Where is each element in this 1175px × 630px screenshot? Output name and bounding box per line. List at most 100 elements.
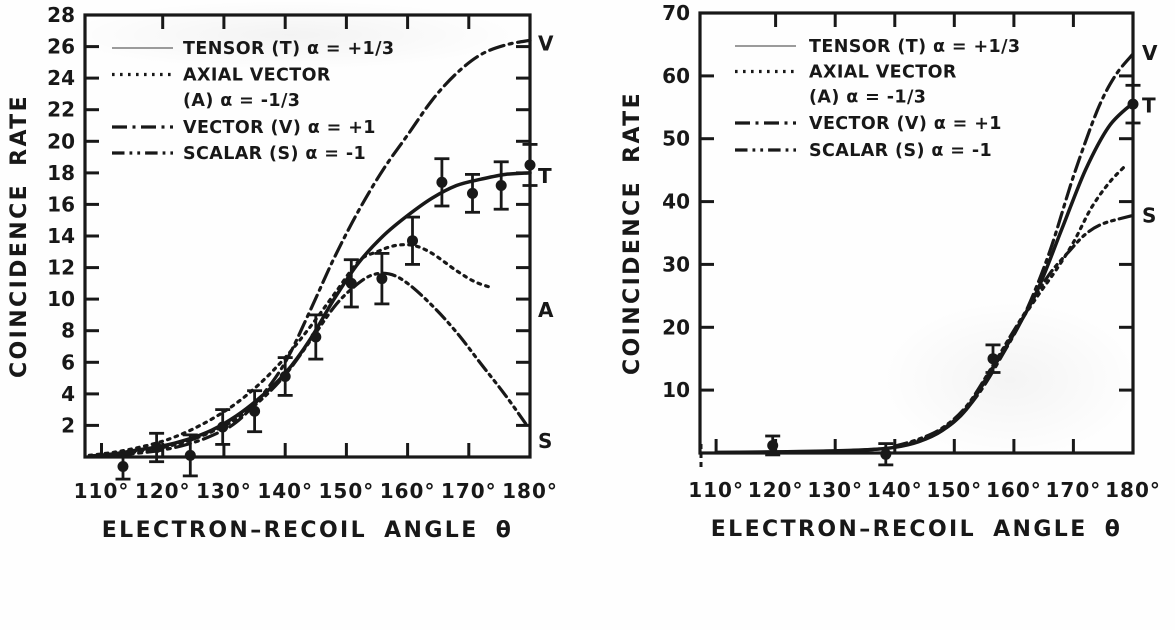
x-tick-label: 140° <box>867 478 923 502</box>
x-tick-label: 110° <box>688 478 744 502</box>
y-tick-label: 30 <box>662 252 690 276</box>
y-tick-label: 10 <box>47 287 75 311</box>
curve-label-S: S <box>1142 203 1156 227</box>
data-point-group <box>215 408 231 446</box>
y-tick-label: 26 <box>47 35 75 59</box>
data-point-group <box>115 452 131 481</box>
data-point <box>345 277 357 289</box>
legend-label: AXIAL VECTOR <box>809 63 957 83</box>
y-tick-label: 70 <box>662 1 690 25</box>
y-tick-label: 20 <box>47 129 75 153</box>
y-tick-label: 24 <box>47 66 75 90</box>
data-point-group <box>522 142 538 187</box>
y-tick-label: 16 <box>47 192 75 216</box>
data-point-group <box>374 251 390 306</box>
data-point <box>524 159 536 171</box>
data-point-group <box>343 258 359 309</box>
x-axis-title: ELECTRON–RECOIL ANGLE θ <box>102 518 513 543</box>
legend-label: VECTOR (V) α = +1 <box>809 114 1002 134</box>
legend-label: (A) α = -1/3 <box>809 88 926 108</box>
data-point-group <box>308 313 324 361</box>
x-tick-label: 140° <box>257 479 313 503</box>
data-point <box>217 421 229 433</box>
y-tick-label: 10 <box>662 378 690 402</box>
curve-label-S: S <box>538 429 552 453</box>
legend-label: (A) α = -1/3 <box>183 91 300 111</box>
data-point-group <box>985 343 1001 374</box>
curve-label-V: V <box>1142 41 1158 65</box>
x-tick-label: 160° <box>986 478 1042 502</box>
x-tick-label: 130° <box>807 478 863 502</box>
legend-label: AXIAL VECTOR <box>183 66 331 86</box>
data-point-group <box>765 434 781 457</box>
y-tick-label: 14 <box>47 224 75 248</box>
x-tick-label: 160° <box>380 479 436 503</box>
curve-dotted <box>87 243 495 457</box>
data-point <box>987 353 999 365</box>
data-point <box>767 440 779 451</box>
y-tick-label: 28 <box>47 3 75 27</box>
legend-label: TENSOR (T) α = +1/3 <box>809 37 1021 57</box>
y-tick-label: 50 <box>662 127 690 151</box>
data-point <box>249 405 261 417</box>
x-tick-label: 110° <box>74 479 130 503</box>
curve-dotted <box>893 165 1126 449</box>
legend-label: VECTOR (V) α = +1 <box>183 118 376 138</box>
data-point-group <box>277 356 293 397</box>
x-tick-label: 120° <box>748 478 804 502</box>
data-point <box>184 449 196 461</box>
x-tick-label: 120° <box>135 479 191 503</box>
x-tick-label: 170° <box>1046 478 1102 502</box>
data-point-group <box>149 431 165 464</box>
data-point <box>310 331 322 343</box>
data-point <box>880 448 892 460</box>
curve-dashdot <box>87 38 532 459</box>
y-tick-label: 22 <box>47 98 75 122</box>
data-point <box>467 187 478 199</box>
data-point <box>151 442 163 453</box>
y-tick-label: 12 <box>47 256 75 280</box>
y-tick-label: 2 <box>61 413 75 437</box>
x-tick-label: 150° <box>319 479 375 503</box>
data-point <box>117 461 129 472</box>
legend-label: SCALAR (S) α = -1 <box>183 144 366 164</box>
data-point-group <box>247 389 263 434</box>
curve-label-V: V <box>538 31 554 55</box>
x-axis-title: ELECTRON–RECOIL ANGLE θ <box>711 517 1122 542</box>
data-point <box>376 273 388 285</box>
legend-label: SCALAR (S) α = -1 <box>809 141 992 161</box>
y-tick-label: 8 <box>61 319 75 343</box>
curve-dashdotdot <box>893 213 1135 448</box>
data-point <box>495 180 507 191</box>
data-point-group <box>1125 83 1141 125</box>
x-tick-label: 150° <box>926 478 982 502</box>
x-tick-label: 130° <box>196 479 252 503</box>
data-point <box>407 235 418 247</box>
curve-label-T: T <box>1142 93 1156 117</box>
legend-label: TENSOR (T) α = +1/3 <box>183 39 395 59</box>
y-tick-label: 20 <box>662 315 690 339</box>
curve-label-T: T <box>538 164 552 188</box>
x-tick-label: 180° <box>1105 478 1161 502</box>
data-point-group <box>493 160 509 211</box>
y-tick-label: 6 <box>61 350 75 374</box>
y-axis-title: COINCIDENCE RATE <box>7 94 32 378</box>
plot-frame <box>698 11 1135 455</box>
y-tick-label: 40 <box>662 190 690 214</box>
data-point-group <box>405 215 420 266</box>
data-point <box>1127 98 1139 110</box>
y-axis-title: COINCIDENCE RATE <box>620 91 645 375</box>
x-tick-label: 170° <box>441 479 497 503</box>
right-chart: 110° 120° 130° 140° 150° 160° 170° 180° 10 20 30 40… <box>620 1 1161 542</box>
left-chart: 110° 120° 130° 140° 150° 160° 170° 180°24681012… <box>7 3 557 543</box>
y-tick-label: 18 <box>47 161 75 185</box>
data-point-group <box>434 157 450 208</box>
data-point-group <box>182 433 198 478</box>
data-point-group <box>878 442 894 467</box>
curve-dashdotdot <box>87 271 529 458</box>
data-point <box>279 371 291 382</box>
y-tick-label: 60 <box>662 64 690 88</box>
y-tick-label: 4 <box>61 382 75 406</box>
data-point <box>436 176 448 188</box>
